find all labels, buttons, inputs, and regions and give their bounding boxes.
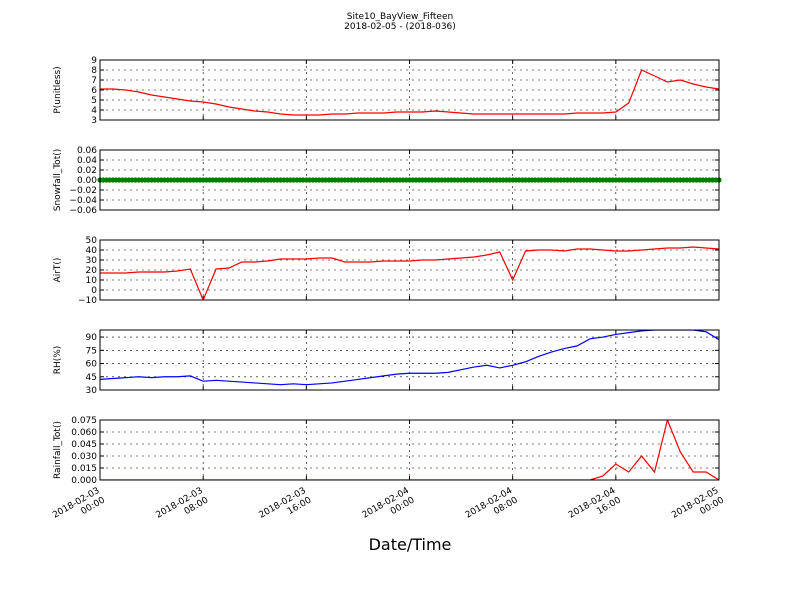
y-tick-label: 0.015 — [71, 464, 97, 474]
y-tick-label: 4 — [91, 106, 97, 116]
y-tick-label: 30 — [86, 386, 98, 396]
y-tick-label: 9 — [91, 56, 97, 66]
series-line — [100, 420, 719, 480]
y-tick-label: 60 — [86, 360, 98, 370]
y-axis-label: P(unitless) — [53, 66, 63, 113]
series-line — [100, 246, 719, 300]
y-tick-label: −10 — [78, 296, 97, 306]
y-tick-label: −0.04 — [69, 196, 97, 206]
plot-frame — [99, 59, 720, 121]
y-tick-label: 0.04 — [77, 156, 97, 166]
y-axis-label: RH(%) — [53, 346, 63, 375]
y-axis-label: Rainfall_Tot() — [53, 421, 63, 479]
y-axis-label: Snowfall_Tot() — [53, 149, 63, 212]
y-tick-label: 10 — [86, 276, 98, 286]
y-tick-label: 0.00 — [77, 176, 97, 186]
series-line — [100, 330, 719, 386]
y-tick-label: 8 — [91, 66, 97, 76]
y-tick-label: 0.02 — [77, 166, 97, 176]
plot-frame — [99, 419, 720, 481]
series-line — [100, 69, 719, 116]
y-tick-label: 6 — [91, 86, 97, 96]
y-tick-label: 3 — [91, 116, 97, 126]
y-tick-label: 0.06 — [77, 146, 97, 156]
plot-frame — [99, 239, 720, 301]
plot-frame — [99, 149, 720, 211]
y-tick-label: 0.045 — [71, 440, 97, 450]
y-tick-label: 90 — [86, 333, 98, 343]
y-tick-label: 0.030 — [71, 452, 97, 462]
x-axis-label: Date/Time — [369, 535, 452, 554]
y-tick-label: 0.060 — [71, 428, 97, 438]
y-tick-label: 20 — [86, 266, 98, 276]
y-tick-label: 7 — [91, 76, 97, 86]
y-tick-label: −0.06 — [69, 206, 97, 216]
y-tick-label: 50 — [86, 236, 98, 246]
y-tick-label: −0.02 — [69, 186, 97, 196]
chart-title: Site10_BayView_Fifteen — [347, 12, 453, 22]
plot-frame — [99, 329, 720, 391]
y-tick-label: 0 — [91, 286, 97, 296]
y-tick-label: 75 — [86, 346, 97, 356]
y-tick-label: 45 — [86, 373, 97, 383]
y-tick-label: 5 — [91, 96, 97, 106]
chart-subtitle: 2018-02-05 - (2018-036) — [344, 22, 456, 32]
y-tick-label: 40 — [86, 246, 98, 256]
y-tick-label: 30 — [86, 256, 98, 266]
y-tick-label: 0.075 — [71, 416, 97, 426]
y-axis-label: AirT() — [53, 258, 63, 283]
y-tick-label: 0.000 — [71, 476, 97, 486]
